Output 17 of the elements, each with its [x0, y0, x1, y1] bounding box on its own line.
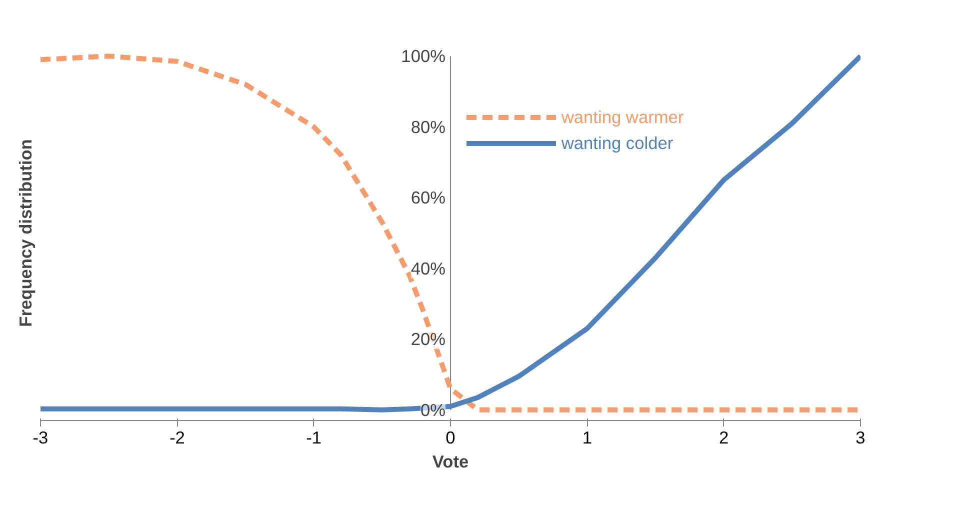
y-tick-label: 0% — [420, 400, 446, 420]
x-tick-label: -3 — [32, 428, 48, 448]
x-tick-label: -1 — [306, 428, 322, 448]
text: wanting colder — [561, 132, 674, 154]
text: wanting warmer — [561, 106, 684, 128]
y-tick-label: 40% — [410, 258, 446, 278]
x-tick-label: -2 — [169, 428, 185, 448]
x-axis-title: Vote — [432, 452, 469, 472]
x-tick-label: 0 — [446, 428, 456, 448]
x-tick-label: 3 — [856, 428, 866, 448]
y-axis-title: Frequency distribution — [16, 139, 36, 327]
y-tick-label: 80% — [410, 116, 446, 137]
y-tick-label: 60% — [410, 188, 446, 208]
x-tick-label: 2 — [719, 428, 729, 448]
y-tick-label: 100% — [401, 46, 446, 66]
x-tick-label: 1 — [582, 428, 592, 448]
y-tick-label: 20% — [410, 329, 446, 350]
